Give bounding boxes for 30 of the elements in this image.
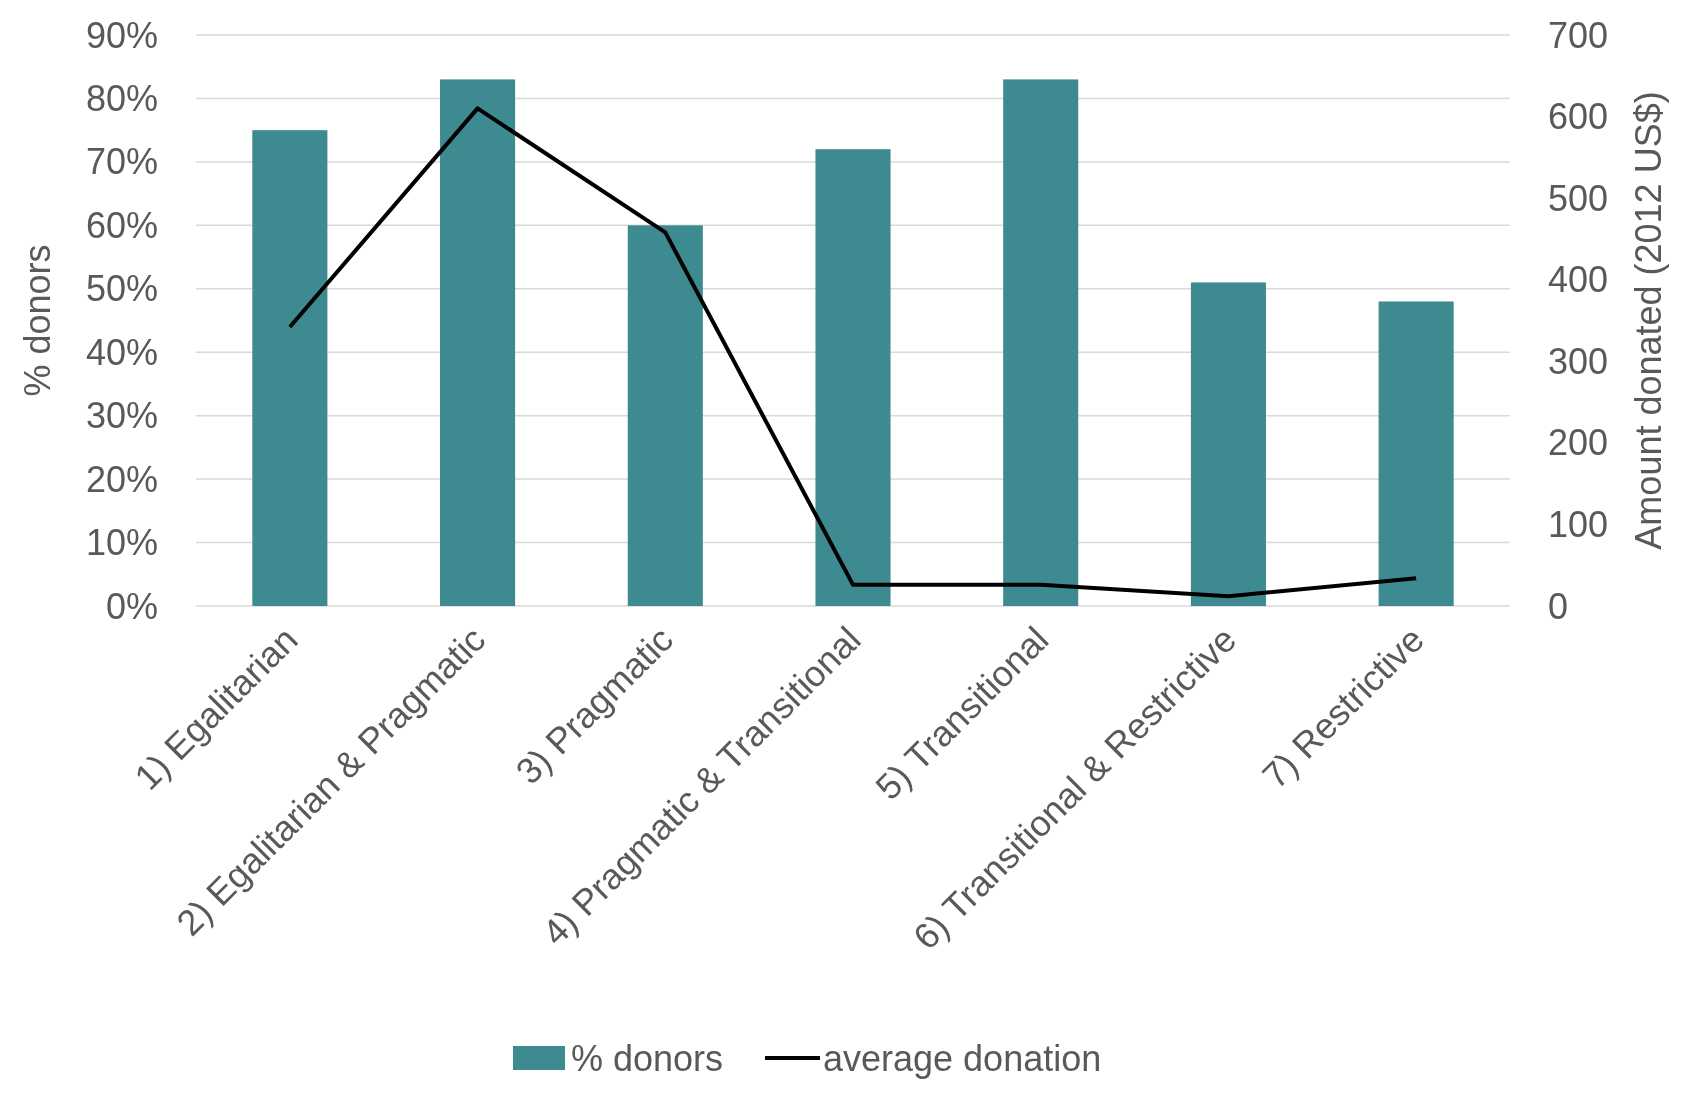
y-tick-label: 30% xyxy=(85,395,158,437)
bar xyxy=(252,130,328,606)
bar xyxy=(1003,79,1079,606)
line-series xyxy=(287,106,1419,599)
y2-tick-label: 100 xyxy=(1548,504,1609,546)
y2-tick-label: 200 xyxy=(1548,422,1609,464)
y2-tick-label: 600 xyxy=(1548,96,1609,138)
y-tick-label: 80% xyxy=(85,78,158,120)
y2-tick-label: 400 xyxy=(1548,259,1609,301)
y-axis-title: % donors xyxy=(17,244,58,397)
y2-tick-label: 500 xyxy=(1548,177,1609,219)
y2-tick-label: 300 xyxy=(1548,340,1609,382)
legend-label: average donation xyxy=(823,1037,1102,1079)
y-tick-label: 10% xyxy=(85,522,158,564)
bar xyxy=(627,225,703,606)
y-tick-label: 50% xyxy=(85,268,158,310)
y2-axis-title: Amount donated (2012 US$) xyxy=(1628,91,1669,550)
bar xyxy=(815,149,891,606)
y2-tick-label: 0 xyxy=(1548,585,1569,627)
y-tick-label: 20% xyxy=(85,458,158,500)
legend-label: % donors xyxy=(571,1037,724,1079)
y-tick-label: 90% xyxy=(85,14,158,56)
y2-tick-label: 700 xyxy=(1548,14,1609,56)
bar xyxy=(1378,301,1454,606)
y-tick-label: 0% xyxy=(105,585,158,627)
bar xyxy=(1190,282,1266,606)
y-tick-label: 70% xyxy=(85,141,158,183)
y-tick-label: 60% xyxy=(85,204,158,246)
y-tick-label: 40% xyxy=(85,331,158,373)
bar xyxy=(440,79,516,606)
